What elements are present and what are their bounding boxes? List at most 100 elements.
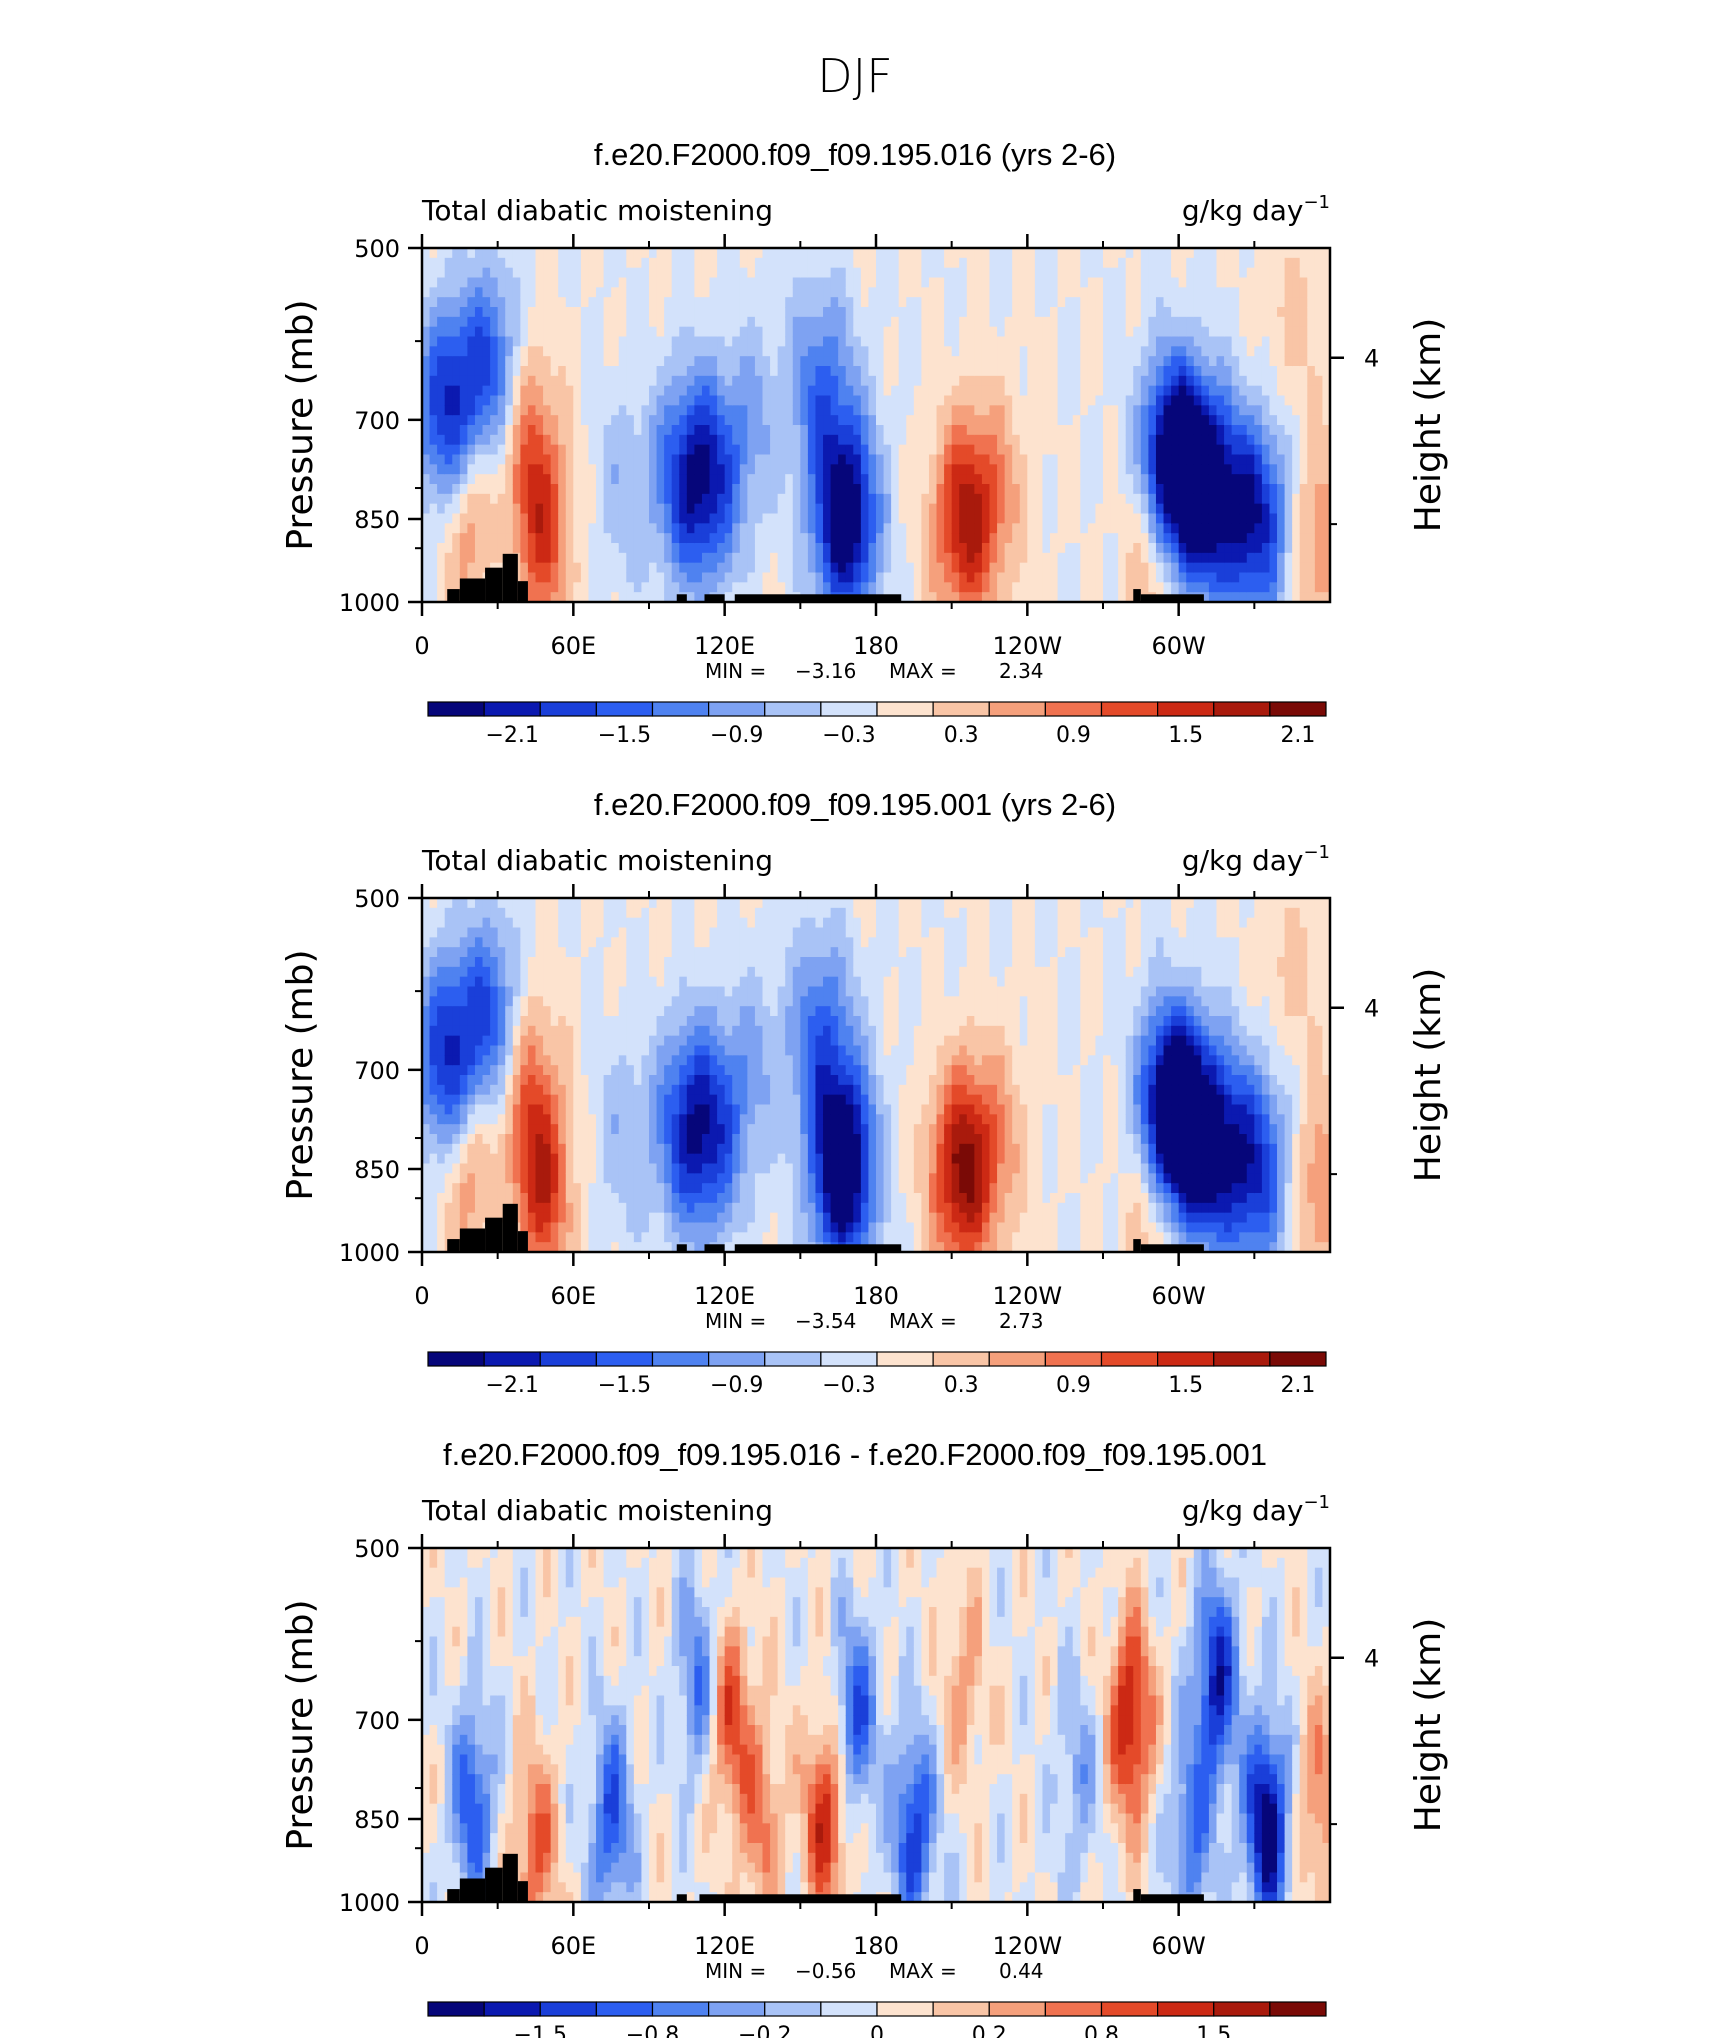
heatmap-cell (1314, 592, 1324, 603)
heatmap-cell (641, 316, 650, 328)
heatmap-cell (747, 552, 756, 564)
heatmap-cell (770, 552, 779, 564)
heatmap-cell (974, 552, 983, 564)
heatmap-cell (838, 248, 847, 259)
heatmap-cell (1050, 513, 1059, 524)
heatmap-cell (1322, 582, 1331, 593)
heatmap-cell (1012, 543, 1021, 554)
heatmap-cell (1314, 444, 1324, 456)
heatmap-cell (921, 277, 930, 288)
heatmap-cell (913, 484, 922, 495)
heatmap-cell (497, 917, 506, 929)
heatmap-cell (490, 395, 499, 406)
heatmap-cell (452, 552, 461, 564)
heatmap-cell (474, 307, 484, 318)
heatmap-cell (467, 1153, 476, 1165)
heatmap-cell (853, 267, 862, 279)
heatmap-cell (429, 907, 438, 919)
heatmap-cell (1208, 454, 1218, 465)
heatmap-cell (1095, 562, 1104, 574)
heatmap-cell (1080, 582, 1089, 593)
heatmap-cell (467, 1183, 476, 1194)
heatmap-cell (1148, 425, 1157, 436)
heatmap-cell (1314, 326, 1324, 338)
heatmap-cell (626, 533, 635, 544)
heatmap-cell (490, 1143, 499, 1155)
heatmap-cell (512, 917, 521, 929)
heatmap-cell (717, 454, 726, 465)
heatmap-cell (1042, 533, 1051, 544)
heatmap-cell (694, 503, 703, 515)
heatmap-cell (694, 464, 703, 475)
heatmap-cell (1239, 248, 1248, 259)
heatmap-cell (891, 297, 900, 308)
heatmap-cell (724, 366, 733, 377)
heatmap-cell (444, 927, 453, 938)
heatmap-cell (1065, 582, 1074, 593)
heatmap-cell (1186, 454, 1195, 465)
heatmap-cell (664, 543, 673, 554)
heatmap-cell (807, 425, 817, 436)
heatmap-cell (944, 425, 953, 436)
heatmap-cell (474, 405, 484, 416)
heatmap-cell (437, 484, 446, 495)
heatmap-cell (860, 493, 870, 505)
heatmap-cell (959, 543, 968, 554)
heatmap-cell (724, 533, 733, 544)
heatmap-cell (626, 572, 635, 583)
heatmap-cell (1110, 375, 1119, 387)
heatmap-cell (1186, 543, 1195, 554)
heatmap-cell (429, 1094, 438, 1106)
heatmap-cell (512, 1143, 521, 1155)
heatmap-cell (762, 297, 771, 308)
heatmap-cell (527, 996, 537, 1007)
heatmap-cell (1239, 326, 1248, 338)
heatmap-cell (1284, 395, 1293, 406)
heatmap-cell (807, 395, 817, 406)
heatmap-cell (686, 356, 695, 367)
heatmap-cell (1118, 493, 1127, 505)
heatmap-cell (701, 316, 711, 328)
heatmap-cell (429, 543, 438, 554)
heatmap-cell (490, 1163, 499, 1174)
heatmap-cell (497, 1016, 506, 1027)
heatmap-cell (921, 552, 930, 564)
heatmap-cell (732, 336, 741, 347)
heatmap-cell (770, 248, 779, 259)
heatmap-cell (1012, 415, 1021, 426)
heatmap-cell (815, 572, 824, 583)
heatmap-cell (422, 976, 431, 988)
heatmap-cell (490, 1134, 499, 1145)
heatmap-cell (1065, 326, 1074, 338)
heatmap-cell (807, 385, 817, 397)
heatmap-cell (906, 503, 915, 515)
heatmap-cell (913, 464, 922, 475)
heatmap-cell (679, 572, 688, 583)
heatmap-cell (444, 415, 453, 426)
heatmap-cell (679, 385, 688, 397)
heatmap-cell (853, 385, 862, 397)
heatmap-cell (641, 582, 650, 593)
heatmap-cell (1110, 356, 1119, 367)
heatmap-cell (770, 267, 779, 279)
heatmap-cell (1284, 366, 1293, 377)
heatmap-cell (936, 415, 945, 426)
heatmap-cell (1292, 582, 1301, 593)
heatmap-cell (444, 1153, 453, 1165)
heatmap-cell (641, 552, 650, 564)
heatmap-cell (474, 986, 484, 997)
heatmap-cell (1254, 267, 1263, 279)
heatmap-cell (444, 375, 453, 387)
heatmap-cell (1208, 336, 1218, 347)
topography-mask (517, 581, 528, 602)
heatmap-cell (1322, 533, 1331, 544)
heatmap-cell (800, 257, 809, 269)
heatmap-cell (467, 346, 476, 357)
heatmap-cell (452, 464, 461, 475)
heatmap-cell (966, 513, 975, 524)
heatmap-cell (739, 356, 748, 367)
heatmap-cell (1193, 425, 1202, 436)
heatmap-cell (815, 523, 824, 534)
heatmap-cell (1216, 366, 1225, 377)
heatmap-cell (1178, 277, 1187, 288)
